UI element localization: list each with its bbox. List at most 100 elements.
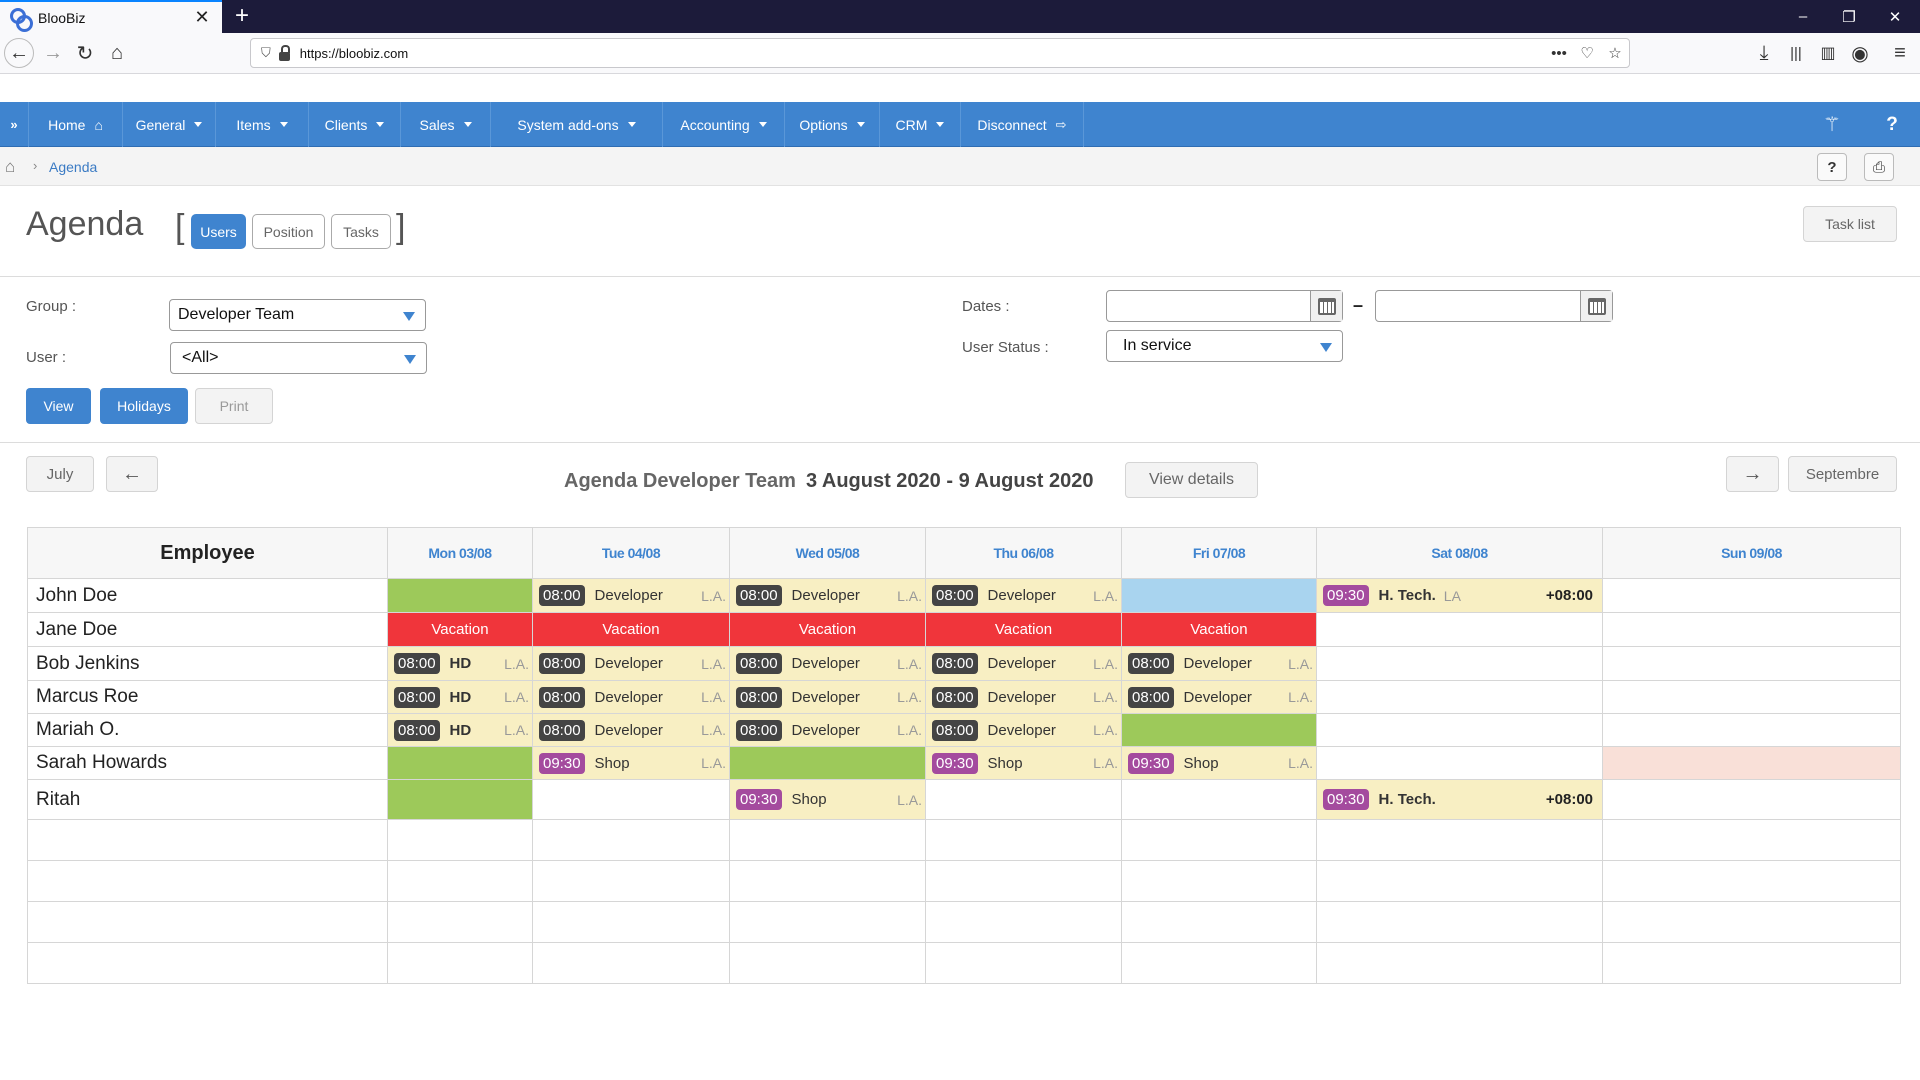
vacation-cell[interactable]: Vacation: [1121, 612, 1317, 647]
event[interactable]: 08:00 HD L.A.: [389, 686, 532, 708]
menu-options[interactable]: Options: [785, 102, 879, 147]
event[interactable]: 08:00 Developer L.A.: [731, 719, 925, 741]
event[interactable]: 09:30 H. Tech. +08:00: [1318, 789, 1602, 810]
agenda-cell[interactable]: [27, 901, 388, 943]
prev-month-button[interactable]: July: [26, 456, 94, 492]
event[interactable]: 08:00 Developer L.A.: [534, 653, 729, 674]
url-text[interactable]: https://bloobiz.com: [299, 45, 409, 61]
agenda-cell[interactable]: [925, 819, 1122, 861]
calendar-button[interactable]: [1310, 291, 1342, 321]
date-to-input[interactable]: [1375, 290, 1613, 322]
agenda-cell[interactable]: [729, 860, 926, 902]
agenda-cell[interactable]: [1602, 901, 1901, 943]
view-button[interactable]: View: [26, 388, 91, 424]
agenda-cell[interactable]: [387, 942, 533, 984]
forward-icon[interactable]: →: [43, 41, 63, 64]
event[interactable]: 08:00 HD L.A.: [389, 719, 532, 741]
menu-home[interactable]: Home ⌂: [29, 102, 122, 147]
window-close-icon[interactable]: ✕: [1888, 8, 1902, 26]
agenda-cell[interactable]: [27, 819, 388, 861]
agenda-cell[interactable]: [925, 942, 1122, 984]
user-select[interactable]: <All>: [170, 342, 427, 374]
agenda-cell[interactable]: [1602, 680, 1901, 714]
agenda-cell[interactable]: [1316, 942, 1603, 984]
event-cell[interactable]: 09:30 Shop L.A.: [729, 779, 926, 820]
agenda-cell[interactable]: [1602, 578, 1901, 613]
date-from-input[interactable]: [1106, 290, 1343, 322]
calendar-button[interactable]: [1580, 291, 1612, 321]
url-bar[interactable]: ⛉ https://bloobiz.com ••• ♡ ☆: [250, 38, 1630, 68]
prev-week-arrow-icon[interactable]: ←: [106, 456, 158, 492]
breadcrumb-home-icon[interactable]: ⌂: [5, 157, 16, 176]
holidays-button[interactable]: Holidays: [100, 388, 188, 424]
agenda-cell[interactable]: [1602, 819, 1901, 861]
print-button[interactable]: Print: [195, 388, 273, 424]
minimize-icon[interactable]: –: [1798, 8, 1808, 25]
agenda-cell[interactable]: [387, 578, 533, 613]
app-menu-icon[interactable]: ≡: [1894, 41, 1906, 64]
event[interactable]: 08:00 Developer L.A.: [534, 585, 729, 606]
employee-name[interactable]: Marcus Roe: [27, 680, 388, 714]
home-browser-icon[interactable]: ⌂: [110, 41, 124, 64]
agenda-cell[interactable]: [532, 779, 730, 820]
employee-name[interactable]: John Doe: [27, 578, 388, 613]
tab-tasks[interactable]: Tasks: [331, 214, 391, 249]
event[interactable]: 09:30 Shop L.A.: [927, 752, 1121, 774]
new-tab-icon[interactable]: +: [234, 2, 249, 29]
account-icon[interactable]: ◉: [1851, 42, 1869, 65]
vacation-cell[interactable]: Vacation: [729, 612, 926, 647]
magic-wand-icon[interactable]: ⚚: [1823, 114, 1841, 136]
agenda-cell[interactable]: [1602, 612, 1901, 647]
event[interactable]: 08:00 Developer L.A.: [927, 585, 1121, 606]
event-cell[interactable]: 09:30 H. Tech. +08:00: [1316, 779, 1603, 820]
event-cell[interactable]: 08:00 Developer L.A.: [729, 646, 926, 681]
agenda-cell[interactable]: [1121, 860, 1317, 902]
agenda-cell[interactable]: [1602, 942, 1901, 984]
agenda-cell[interactable]: [1121, 901, 1317, 943]
agenda-cell[interactable]: [27, 860, 388, 902]
agenda-cell[interactable]: [1121, 578, 1317, 613]
event[interactable]: 09:30 Shop L.A.: [1123, 752, 1316, 774]
expand-menu-icon[interactable]: »: [10, 117, 18, 132]
event[interactable]: 08:00 Developer L.A.: [927, 653, 1121, 674]
event-cell[interactable]: 08:00 HD L.A.: [387, 713, 533, 747]
agenda-cell[interactable]: [532, 819, 730, 861]
event-cell[interactable]: 08:00 Developer L.A.: [532, 680, 730, 714]
day-header[interactable]: Fri 07/08: [1121, 527, 1317, 579]
bookmark-star-icon[interactable]: ☆: [1608, 45, 1622, 62]
event[interactable]: 08:00 Developer L.A.: [731, 585, 925, 606]
day-header[interactable]: Wed 05/08: [729, 527, 926, 579]
event[interactable]: 08:00 HD L.A.: [389, 653, 532, 674]
event[interactable]: 09:30 Shop L.A.: [731, 789, 925, 810]
vacation-cell[interactable]: Vacation: [925, 612, 1122, 647]
page-help-icon[interactable]: ?: [1817, 153, 1847, 181]
agenda-cell[interactable]: [1316, 612, 1603, 647]
agenda-cell[interactable]: [1316, 860, 1603, 902]
next-month-button[interactable]: Septembre: [1788, 456, 1897, 492]
browser-tab[interactable]: BlooBiz ✕: [0, 0, 222, 33]
event[interactable]: 08:00 Developer L.A.: [1123, 653, 1316, 674]
print-icon[interactable]: ⎙: [1864, 153, 1894, 181]
agenda-cell[interactable]: [1121, 779, 1317, 820]
event-cell[interactable]: 09:30 H. Tech. LA +08:00: [1316, 578, 1603, 613]
event-cell[interactable]: 08:00 Developer L.A.: [1121, 646, 1317, 681]
employee-name[interactable]: Ritah: [27, 779, 388, 820]
event[interactable]: 08:00 Developer L.A.: [1123, 686, 1316, 708]
event[interactable]: 08:00 Developer L.A.: [731, 686, 925, 708]
download-icon[interactable]: ⤓: [1759, 41, 1769, 64]
agenda-cell[interactable]: [1316, 680, 1603, 714]
agenda-cell[interactable]: [1602, 713, 1901, 747]
menu-disconnect[interactable]: Disconnect ⇨: [961, 102, 1083, 147]
employee-name[interactable]: Mariah O.: [27, 713, 388, 747]
agenda-cell[interactable]: [387, 746, 533, 780]
menu-items[interactable]: Items: [216, 102, 308, 147]
event-cell[interactable]: 08:00 HD L.A.: [387, 646, 533, 681]
day-header[interactable]: Thu 06/08: [925, 527, 1122, 579]
agenda-cell[interactable]: [1602, 646, 1901, 681]
agenda-cell[interactable]: [1316, 713, 1603, 747]
agenda-cell[interactable]: [1121, 819, 1317, 861]
agenda-cell[interactable]: [1121, 713, 1317, 747]
close-tab-icon[interactable]: ✕: [194, 7, 210, 27]
day-header[interactable]: Tue 04/08: [532, 527, 730, 579]
menu-accounting[interactable]: Accounting: [663, 102, 784, 147]
